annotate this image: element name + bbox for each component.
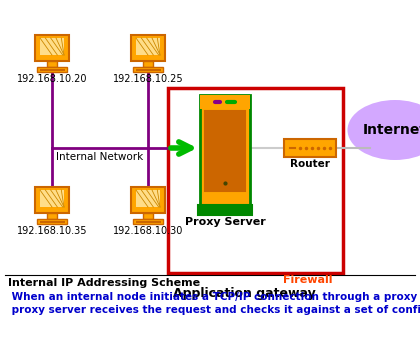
Bar — [133, 219, 163, 224]
Text: 192.168.10.25: 192.168.10.25 — [113, 74, 183, 84]
Bar — [40, 38, 64, 55]
Bar — [131, 35, 165, 61]
Text: Firewall: Firewall — [284, 275, 333, 285]
Text: Application gateway: Application gateway — [173, 287, 316, 300]
Text: 192.168.10.30: 192.168.10.30 — [113, 226, 183, 236]
Bar — [131, 187, 165, 213]
Bar — [40, 190, 64, 207]
Ellipse shape — [347, 100, 420, 160]
Bar — [143, 213, 153, 219]
Bar — [37, 219, 67, 224]
Bar — [37, 67, 67, 72]
Bar — [200, 95, 250, 205]
Text: proxy server receives the request and checks it against a set of configurable fi: proxy server receives the request and ch… — [8, 305, 420, 315]
Text: Internal IP Addressing Scheme: Internal IP Addressing Scheme — [8, 278, 200, 288]
Text: 192.168.10.35: 192.168.10.35 — [17, 226, 87, 236]
Bar — [284, 139, 336, 157]
Text: Proxy Server: Proxy Server — [185, 217, 265, 227]
Bar — [136, 38, 160, 55]
Bar — [133, 67, 163, 72]
Bar — [198, 205, 252, 215]
Bar — [47, 213, 57, 219]
Bar — [168, 88, 343, 273]
Bar — [35, 35, 69, 61]
Bar — [205, 111, 245, 191]
Bar — [35, 187, 69, 213]
Text: Internal Network: Internal Network — [56, 152, 144, 162]
Bar — [200, 95, 250, 109]
Text: When an internal node initiates a TCP/IP connection through a proxy server, the: When an internal node initiates a TCP/IP… — [8, 292, 420, 302]
Text: Internet: Internet — [363, 123, 420, 137]
Text: 192.168.10.20: 192.168.10.20 — [17, 74, 87, 84]
Bar — [136, 190, 160, 207]
Bar — [143, 61, 153, 67]
Text: Router: Router — [290, 159, 330, 169]
Bar — [47, 61, 57, 67]
